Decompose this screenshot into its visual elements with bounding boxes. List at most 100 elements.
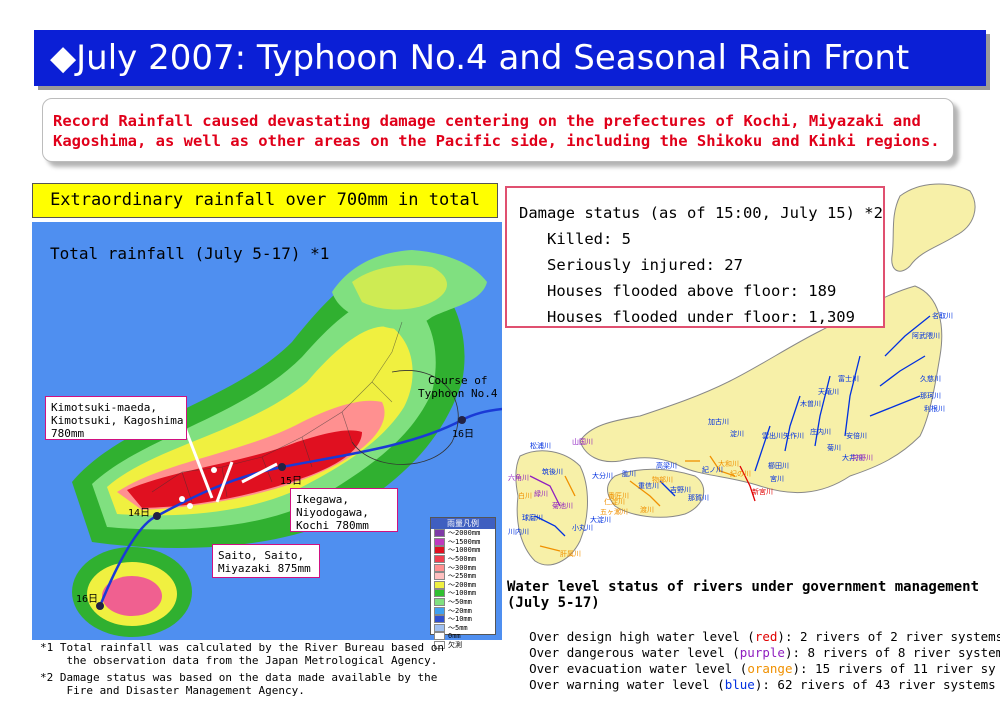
river-label: 大淀川 — [590, 515, 611, 524]
damage-flooded-above-floor: Houses flooded above floor: 189 — [547, 282, 837, 300]
legend-item: 〜2000mm — [431, 529, 495, 538]
damage-status-box: Damage status (as of 15:00, July 15) *2 … — [505, 186, 885, 328]
river-label: 菊川 — [827, 443, 841, 452]
river-label: 小丸川 — [572, 523, 593, 532]
water-level-warning-post: ): 62 rivers of 43 river systems — [754, 677, 996, 692]
map-hokkaido — [891, 183, 976, 272]
footnote-2: *2 Damage status was based on the data m… — [40, 671, 438, 697]
water-level-evacuation-pre: Over evacuation water level ( — [529, 661, 748, 676]
water-level-warning-pre: Over warning water level ( — [529, 677, 725, 692]
legend-swatch — [434, 641, 445, 650]
map-honshu — [579, 285, 943, 494]
water-level-design-high-pre: Over design high water level ( — [529, 629, 755, 644]
legend-item: 〜5mm — [431, 623, 495, 633]
legend-swatch — [434, 529, 445, 538]
legend-label: 欠測 — [448, 641, 462, 650]
river-label: 緑川 — [534, 489, 548, 498]
water-level-dangerous-color: purple — [739, 645, 785, 660]
river-label: 筑後川 — [542, 467, 563, 476]
river-label: 雲出川 — [762, 431, 783, 440]
legend-swatch — [434, 632, 445, 641]
legend-label: 〜10mm — [448, 615, 472, 624]
legend-item: 0mm — [431, 632, 495, 641]
water-level-design-high: Over design high water level (red): 2 ri… — [514, 613, 1000, 645]
legend-swatch — [434, 580, 445, 589]
river-label: 肝属川 — [560, 550, 581, 558]
river-label: 仁淀川 — [604, 497, 625, 506]
rainfall-zone-heavy — [127, 430, 362, 508]
river-label: 矢作川 — [783, 431, 804, 440]
legend-item: 〜250mm — [431, 572, 495, 581]
river-label: 天竜川 — [818, 387, 839, 396]
legend-swatch — [434, 598, 445, 607]
water-level-warning-color: blue — [724, 677, 755, 692]
river-label: 狩野川 — [852, 453, 873, 462]
legend-item: 〜50mm — [431, 598, 495, 607]
damage-seriously-injured: Seriously injured: 27 — [547, 256, 743, 274]
callout-ikegawa: Ikegawa, Niyodogawa, Kochi 780mm — [290, 488, 398, 532]
track-point-16-east — [458, 416, 466, 424]
legend-swatch — [434, 615, 445, 624]
river-label: 富士川 — [838, 374, 859, 383]
river-label: 山国川 — [572, 437, 593, 446]
river-label: 加古川 — [708, 417, 729, 426]
river-label: 肱川 — [622, 469, 636, 478]
map-kyushu — [515, 450, 588, 566]
legend-item: 〜200mm — [431, 580, 495, 590]
legend-item: 〜500mm — [431, 555, 495, 564]
water-level-dangerous: Over dangerous water level (purple): 8 r… — [514, 629, 1000, 661]
water-level-design-high-color: red — [754, 629, 778, 644]
legend-swatch — [434, 546, 445, 555]
day-label-15: 15日 — [280, 476, 302, 487]
summary-box: Record Rainfall caused devastating damag… — [42, 98, 954, 162]
legend-item: 〜1000mm — [431, 546, 495, 555]
legend-label: 〜20mm — [448, 606, 472, 615]
river-label: 吉野川 — [670, 486, 691, 494]
rainfall-legend: 雨量凡例 〜2000mm 〜1500mm 〜1000mm 〜500mm 〜300mm 〜2… — [430, 517, 496, 650]
river-label: 番匠川 — [608, 492, 629, 500]
legend-label: 〜1500mm — [448, 537, 481, 546]
callout-kimotsuki: Kimotsuki-maeda, Kimotsuki, Kagoshima 78… — [45, 396, 187, 440]
legend-swatch — [434, 589, 445, 598]
river-label: 安倍川 — [846, 431, 867, 440]
damage-flooded-under-floor: Houses flooded under floor: 1,309 — [547, 308, 855, 326]
legend-title: 雨量凡例 — [431, 518, 495, 529]
water-level-evacuation: Over evacuation water level (orange): 15… — [514, 645, 1000, 677]
summary-line-1: Record Rainfall caused devastating damag… — [53, 112, 921, 130]
water-level-design-high-post: ): 2 rivers of 2 river systems — [777, 629, 1000, 644]
legend-swatch — [434, 606, 445, 615]
legend-swatch — [434, 623, 445, 632]
river-label: 渡川 — [640, 505, 654, 514]
river-label: 名取川 — [932, 311, 953, 320]
river-label: 菊池川 — [552, 501, 573, 510]
legend-label: 〜100mm — [448, 589, 477, 598]
river-label: 新宮川 — [752, 487, 773, 496]
river-label: 高梁川 — [656, 461, 677, 470]
legend-label: 〜2000mm — [448, 529, 481, 538]
footnote-1: *1 Total rainfall was calculated by the … — [40, 641, 444, 667]
river-label: 紀の川 — [730, 469, 751, 478]
river-label: 淀川 — [730, 429, 744, 438]
river-label: 櫛田川 — [768, 461, 789, 470]
river-label: 大井川 — [842, 453, 863, 462]
track-point-15 — [278, 463, 286, 471]
legend-item: 〜1500mm — [431, 537, 495, 547]
rainfall-map-title: Total rainfall (July 5-17) *1 — [50, 244, 330, 263]
day-label-14: 14日 — [128, 508, 150, 519]
river-label: 六角川 — [508, 473, 529, 482]
river-label: 重信川 — [638, 481, 659, 490]
typhoon-course-label: Course of Typhoon No.4 — [418, 374, 498, 400]
legend-swatch — [434, 537, 445, 546]
typhoon-course-circle — [351, 370, 459, 465]
legend-items: 〜2000mm 〜1500mm 〜1000mm 〜500mm 〜300mm 〜250mm 〜… — [431, 529, 495, 650]
track-point-14 — [153, 512, 161, 520]
river-label: 紀ノ川 — [702, 465, 723, 474]
legend-label: 0mm — [448, 632, 461, 641]
water-level-title: Water level status of rivers under gover… — [507, 579, 980, 611]
legend-swatch — [434, 555, 445, 564]
legend-label: 〜1000mm — [448, 546, 481, 555]
legend-label: 〜300mm — [448, 563, 477, 572]
legend-label: 〜5mm — [448, 623, 468, 632]
